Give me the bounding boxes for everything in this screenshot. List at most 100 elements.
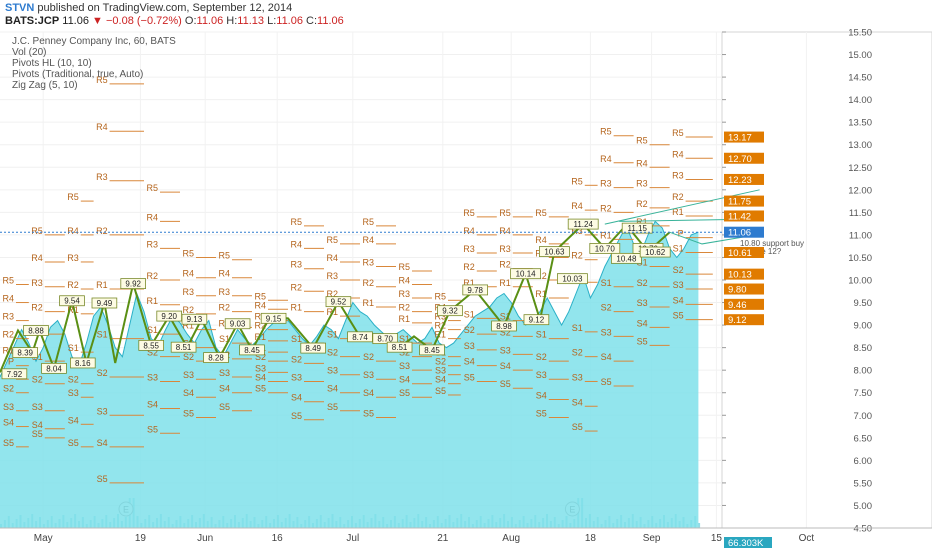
pivot-level-label: S4 [291,393,302,403]
pivot-hl-label-box [621,222,653,234]
pivot-level-label: R4 [146,212,158,222]
y-tick-label: 6.00 [854,456,873,467]
pivot-level-label: R2 [398,303,410,313]
publisher-name[interactable]: STVN [5,2,35,14]
price-tag [724,195,764,207]
pivot-level-label: S3 [327,366,338,376]
pivot-level-label: S1 [219,334,230,344]
pivot-level-label: S5 [97,474,108,484]
volume-bar [698,523,701,528]
pivot-hl-label-box [224,318,251,330]
pivot-hl-label-box [419,344,445,356]
pivot-level-label: R1 [218,318,230,328]
y-tick-label: 9.50 [854,298,873,309]
pivot-level-label: R4 [571,201,583,211]
pivot-level-label: R4 [290,239,302,249]
pivot-level-label: R3 [2,312,14,322]
close-label: C: [306,15,318,27]
pivot-level-label: S5 [183,409,194,419]
pivot-level-label: R5 [600,127,612,137]
pivot-level-label: S4 [327,384,338,394]
pivot-level-label: S5 [32,429,43,439]
price-tag [724,314,764,326]
pivot-level-label: R5 [31,226,43,236]
pivot-level-label: R3 [672,170,684,180]
high-label: H: [226,15,238,27]
pivot-level-label: R1 [2,345,14,355]
y-tick-label: 15.00 [848,50,872,61]
pivot-level-label: S1 [291,334,302,344]
x-tick-label: Sep [643,533,661,544]
pivot-hl-label: 8.55 [143,341,159,350]
pivot-hl-label: 10.48 [616,254,637,263]
high-value: 11.13 [237,15,265,27]
pivot-level-label: S5 [601,377,612,387]
pivot-hl-label-box [437,305,463,317]
pivot-level-label: S2 [435,357,446,367]
pivot-level-label: R5 [326,235,338,245]
y-tick-label: 12.50 [848,163,872,174]
pivot-level-label: R5 [571,176,583,186]
y-tick-label: 4.50 [854,524,873,535]
pivot-level-label: S3 [219,368,230,378]
y-tick-label: 6.50 [854,433,873,444]
pivot-level-label: S5 [363,409,374,419]
pivot-hl-label: 8.04 [46,364,62,373]
pivot-level-label: S3 [637,298,648,308]
pivot-hl-label-box [589,243,621,254]
pivot-level-label: R2 [254,321,266,331]
legend-item: Pivots HL (10, 10) [12,58,92,69]
pivot-hl-label-box [300,342,326,354]
pivot-level-label: R3 [434,312,446,322]
pivot-level-label: S4 [601,352,612,362]
symbol: BATS:JCP [5,15,60,27]
pivot-level-label: R3 [146,239,158,249]
pivot-hl-label-box [523,314,550,326]
pivot-level-label: R1 [434,330,446,340]
pivot-level-label: S3 [464,341,475,351]
pivot-hl-label: 8.88 [28,327,44,336]
pivot-level-label: S1 [327,330,338,340]
pivot-level-label: R1 [182,321,194,331]
pivot-level-label: S5 [464,372,475,382]
x-tick-label: 19 [135,533,147,544]
pivot-level-label: R2 [362,278,374,288]
pivot-level-label: R2 [31,303,43,313]
x-tick-label: Oct [799,533,815,544]
y-tick-label: 15.50 [848,28,872,39]
pivot-level-label: S2 [637,278,648,288]
price-tag-label: 11.06 [728,228,751,239]
pivot-level-label: S3 [536,370,547,380]
pivot-level-label: S2 [464,325,475,335]
pivot-level-label: R5 [218,251,230,261]
pivot-level-label: R4 [398,276,410,286]
price-tag-label: 10.13 [728,270,752,281]
price-tag [724,226,764,238]
pivot-hl-label-box [23,325,49,336]
pivot-level-label: R2 [182,305,194,315]
pivot-level-label: S2 [97,368,108,378]
pivot-level-label: R3 [96,172,108,182]
pivot-level-label: R2 [672,192,684,202]
x-tick-label: 18 [585,533,597,544]
pivot-level-label: S4 [255,372,266,382]
pivot-level-label: S2 [183,352,194,362]
pivot-level-label: R5 [636,136,648,146]
y-tick-label: 7.00 [854,411,873,422]
pivot-level-label: S3 [500,345,511,355]
pivot-level-label: S4 [97,438,108,448]
pivot-level-label: R2 [571,251,583,261]
quote-line: BATS:JCP 11.06 ▼ −0.08 (−0.72%) O:11.06 … [5,15,344,27]
pivot-level-label: S2 [32,375,43,385]
pivot-hl-label-box [120,278,147,290]
pivot-level-label: S4 [673,295,684,305]
annotation-line-1: 10.80 support buy [740,239,804,248]
pivot-level-label: S4 [147,400,158,410]
pivot-level-label: R2 [434,321,446,331]
pivot-hl-label-box [639,246,671,258]
pivot-hl-label-box [12,347,38,358]
pivot-level-label: S5 [219,402,230,412]
pivot-level-label: R1 [672,207,684,217]
pivot-level-label: R3 [182,287,194,297]
